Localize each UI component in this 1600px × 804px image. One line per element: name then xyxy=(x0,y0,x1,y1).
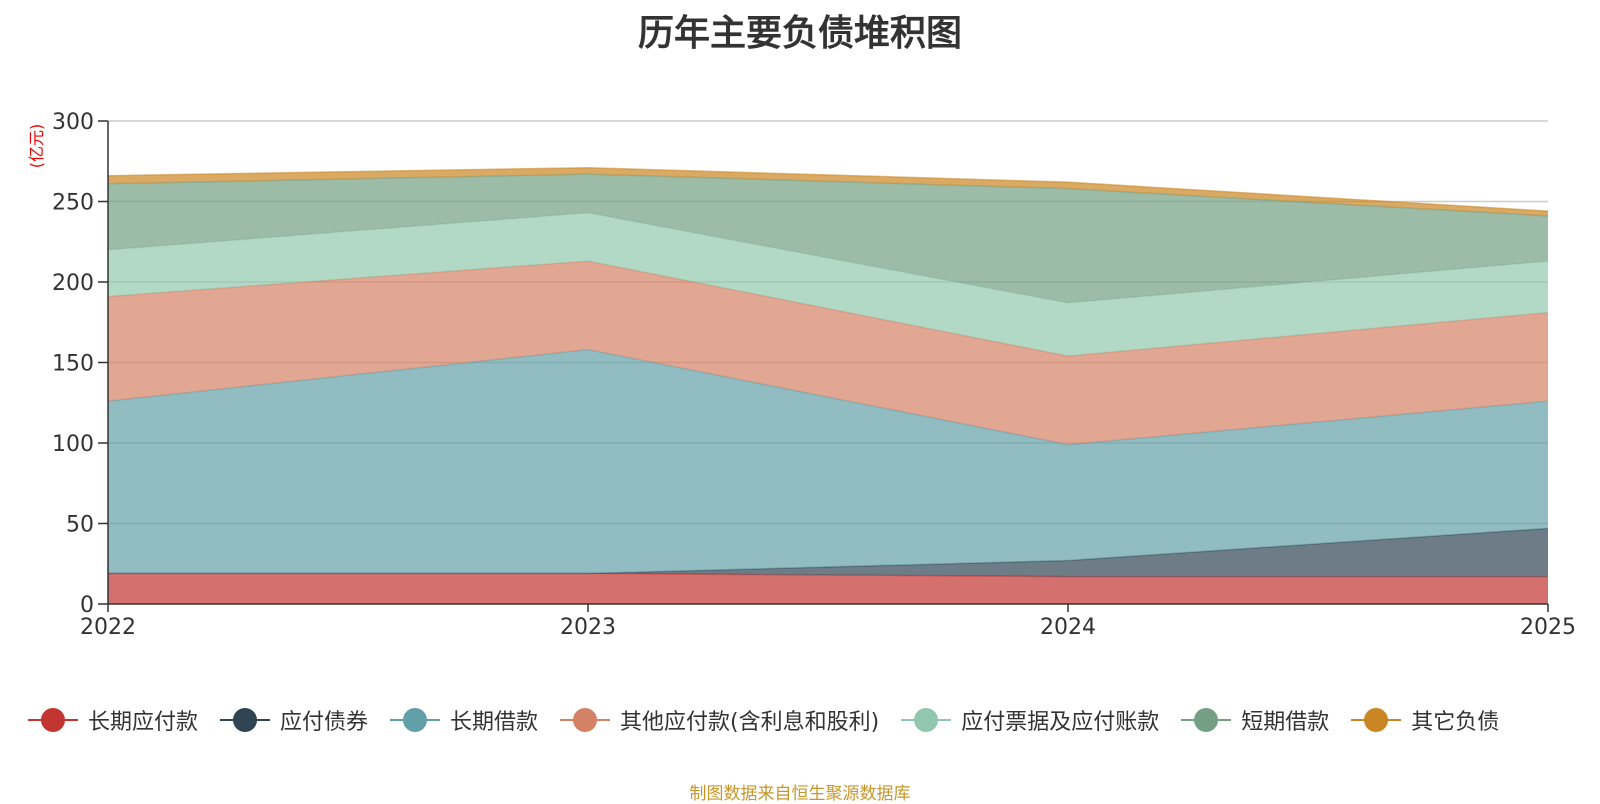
y-tick-label: 300 xyxy=(52,110,94,135)
chart-title: 历年主要负债堆积图 xyxy=(637,13,962,54)
legend-label: 其他应付款(含利息和股利) xyxy=(620,710,880,735)
legend-marker-icon xyxy=(1181,707,1232,733)
x-tick-label: 2024 xyxy=(1040,615,1096,640)
legend-item-3[interactable]: 其他应付款(含利息和股利) xyxy=(560,704,879,736)
legend-item-6[interactable]: 其它负债 xyxy=(1351,704,1499,736)
y-tick-label: 0 xyxy=(80,593,94,618)
legend-item-1[interactable]: 应付债券 xyxy=(220,704,368,736)
y-tick-label: 250 xyxy=(52,191,94,216)
legend-marker-icon xyxy=(1351,707,1402,733)
legend-label: 长期借款 xyxy=(450,710,539,735)
area-2 xyxy=(108,349,1548,574)
legend-item-4[interactable]: 应付票据及应付账款 xyxy=(901,704,1159,736)
legend-label: 长期应付款 xyxy=(88,710,199,735)
legend-label: 应付票据及应付账款 xyxy=(961,710,1160,735)
y-axis-unit-label: (亿元) xyxy=(27,124,46,169)
y-tick-label: 200 xyxy=(52,271,94,296)
y-tick-label: 50 xyxy=(66,513,94,538)
area-1 xyxy=(108,528,1548,577)
area-0 xyxy=(108,573,1548,604)
source-note: 制图数据来自恒生聚源数据库 xyxy=(689,784,911,804)
legend-marker-icon xyxy=(28,707,78,733)
legend-marker-icon xyxy=(390,707,441,733)
x-tick-label: 2023 xyxy=(560,615,616,640)
legend-marker-icon xyxy=(220,707,271,733)
legend-item-2[interactable]: 长期借款 xyxy=(390,704,538,736)
legend-label: 应付债券 xyxy=(280,710,369,735)
area-edge-6 xyxy=(107,166,1549,212)
area-6 xyxy=(108,167,1548,216)
legend-label: 短期借款 xyxy=(1241,710,1330,735)
legend: 长期应付款 应付债券 长期借款 其他应付款(含利息和股利) 应付票据及应付账款 短期借款 其… xyxy=(28,702,1588,738)
legend-marker-icon xyxy=(560,707,611,733)
area-series xyxy=(107,166,1549,604)
x-tick-label: 2022 xyxy=(80,615,136,640)
x-tick-label: 2025 xyxy=(1520,615,1576,640)
area-3 xyxy=(108,261,1548,445)
legend-marker-icon xyxy=(901,707,952,733)
axis-labels: 0 50 100 150 200 250 300 2022 2023 2024 2025 (亿元) xyxy=(27,110,1576,640)
legend-item-5[interactable]: 短期借款 xyxy=(1181,704,1329,736)
y-tick-label: 150 xyxy=(52,352,94,377)
legend-label: 其它负债 xyxy=(1411,710,1500,735)
axes xyxy=(98,120,1549,612)
legend-item-0[interactable]: 长期应付款 xyxy=(28,704,198,736)
area-5 xyxy=(108,174,1548,303)
y-tick-label: 100 xyxy=(52,432,94,457)
area-4 xyxy=(108,212,1548,357)
